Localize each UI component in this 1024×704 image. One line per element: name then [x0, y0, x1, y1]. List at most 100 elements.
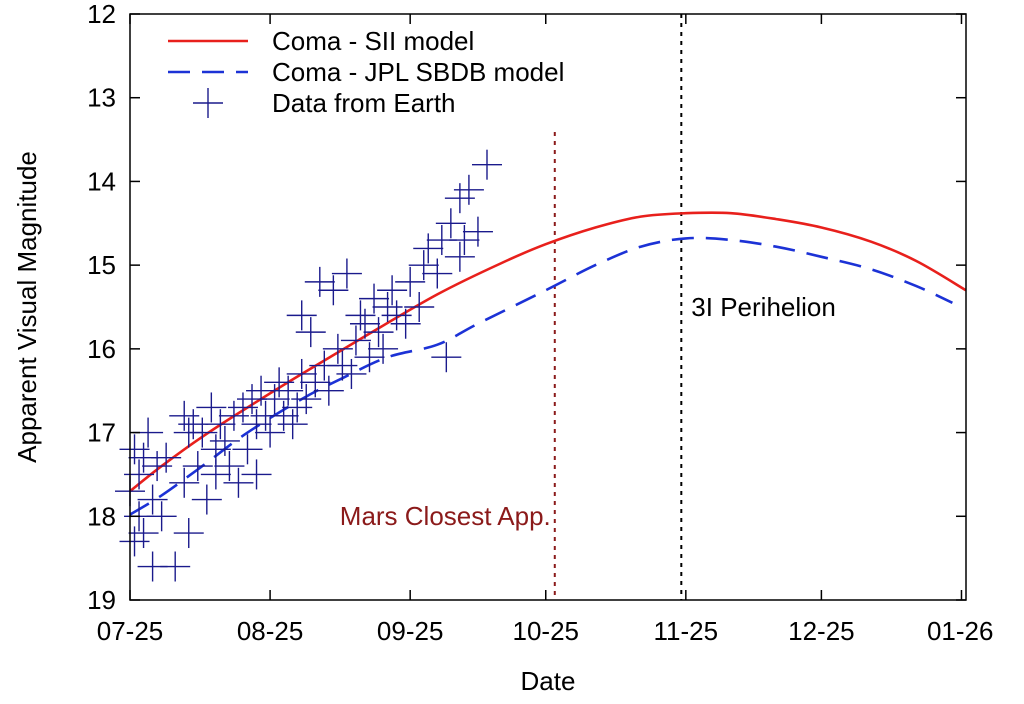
x-tick-label: 10-25 [512, 616, 579, 646]
annotation-label: Mars Closest App. [340, 501, 551, 531]
data-point [169, 400, 200, 431]
data-point [169, 467, 200, 498]
data-point [119, 434, 150, 465]
data-point [241, 409, 272, 440]
y-tick-label: 18 [87, 501, 116, 531]
data-point [286, 358, 317, 389]
y-tick-label: 19 [87, 585, 116, 615]
data-point [462, 216, 493, 247]
data-point [444, 183, 475, 214]
data-point [273, 375, 304, 406]
data-point [304, 266, 335, 297]
data-point [182, 451, 213, 482]
data-point [359, 283, 390, 314]
data-point [377, 275, 408, 306]
data-point [142, 451, 173, 482]
data-point [444, 241, 475, 272]
data-points-layer [115, 149, 502, 582]
x-tick-label: 08-25 [237, 616, 304, 646]
data-point [218, 400, 249, 431]
series-line-jpl-model [129, 236, 953, 516]
plot-frame [129, 13, 967, 601]
annotation-label: 3I Perihelion [691, 292, 836, 322]
x-tick-label: 11-25 [654, 616, 719, 646]
data-point [449, 225, 480, 256]
data-point [200, 459, 231, 490]
data-point [196, 392, 227, 423]
data-point [291, 384, 322, 415]
data-point [255, 417, 286, 448]
data-point [300, 367, 331, 398]
data-point [331, 258, 362, 289]
data-point [413, 233, 444, 264]
data-point [336, 358, 367, 389]
data-point [151, 442, 182, 473]
data-point [345, 300, 376, 331]
data-point [340, 325, 371, 356]
data-point [431, 342, 462, 373]
data-point [160, 551, 191, 582]
x-tick-label: 09-25 [377, 616, 444, 646]
y-tick-label: 17 [87, 418, 116, 448]
data-point [395, 266, 426, 297]
legend-label: Coma - JPL SBDB model [272, 57, 564, 87]
data-point [363, 317, 394, 348]
data-point [146, 501, 177, 532]
data-point [286, 300, 317, 331]
legend-entry: Coma - SII model [168, 26, 474, 56]
data-point [232, 434, 263, 465]
data-point [209, 425, 240, 456]
data-point [173, 518, 204, 549]
data-point [128, 518, 159, 549]
data-point [322, 333, 353, 364]
data-point [327, 350, 358, 381]
data-point [453, 174, 484, 205]
data-point [318, 275, 349, 306]
data-point [282, 392, 313, 423]
data-point [241, 459, 272, 490]
data-point [313, 375, 344, 406]
data-point [349, 308, 380, 339]
data-point [354, 342, 385, 373]
data-point [408, 250, 439, 281]
data-point [404, 292, 435, 322]
legend-label: Data from Earth [272, 88, 456, 118]
y-axis-label: Apparent Visual Magnitude [12, 151, 42, 463]
data-point [381, 300, 412, 331]
y-tick-label: 16 [87, 334, 116, 364]
data-point [390, 308, 421, 339]
data-point [295, 317, 326, 348]
data-point [124, 459, 155, 490]
data-point [471, 149, 502, 180]
x-tick-label: 12-25 [788, 616, 855, 646]
data-point [227, 392, 258, 423]
annotations: Mars Closest App. 3I Perihelion [340, 292, 836, 531]
vertical-annotation-lines [553, 14, 683, 600]
data-point [246, 375, 277, 406]
data-point [214, 451, 245, 482]
data-point [264, 367, 295, 398]
x-tick-label: 01-26 [927, 616, 994, 646]
data-point [277, 409, 308, 440]
data-point [372, 292, 403, 322]
data-point [268, 400, 299, 431]
y-tick-label: 15 [87, 250, 116, 280]
data-point [435, 208, 466, 239]
data-point [368, 333, 399, 364]
legend-entry: Data from Earth [193, 88, 456, 118]
y-tick-label: 14 [87, 166, 116, 196]
data-point [223, 467, 254, 498]
data-point [422, 258, 453, 289]
data-point [178, 409, 209, 440]
data-point [137, 484, 168, 515]
data-point [191, 484, 222, 515]
x-tick-label: 07-25 [97, 616, 164, 646]
data-point [205, 409, 236, 440]
y-tick-label: 13 [87, 83, 116, 113]
x-axis-label: Date [521, 666, 576, 696]
legend-entry: Coma - JPL SBDB model [168, 57, 564, 87]
data-point [187, 417, 218, 448]
